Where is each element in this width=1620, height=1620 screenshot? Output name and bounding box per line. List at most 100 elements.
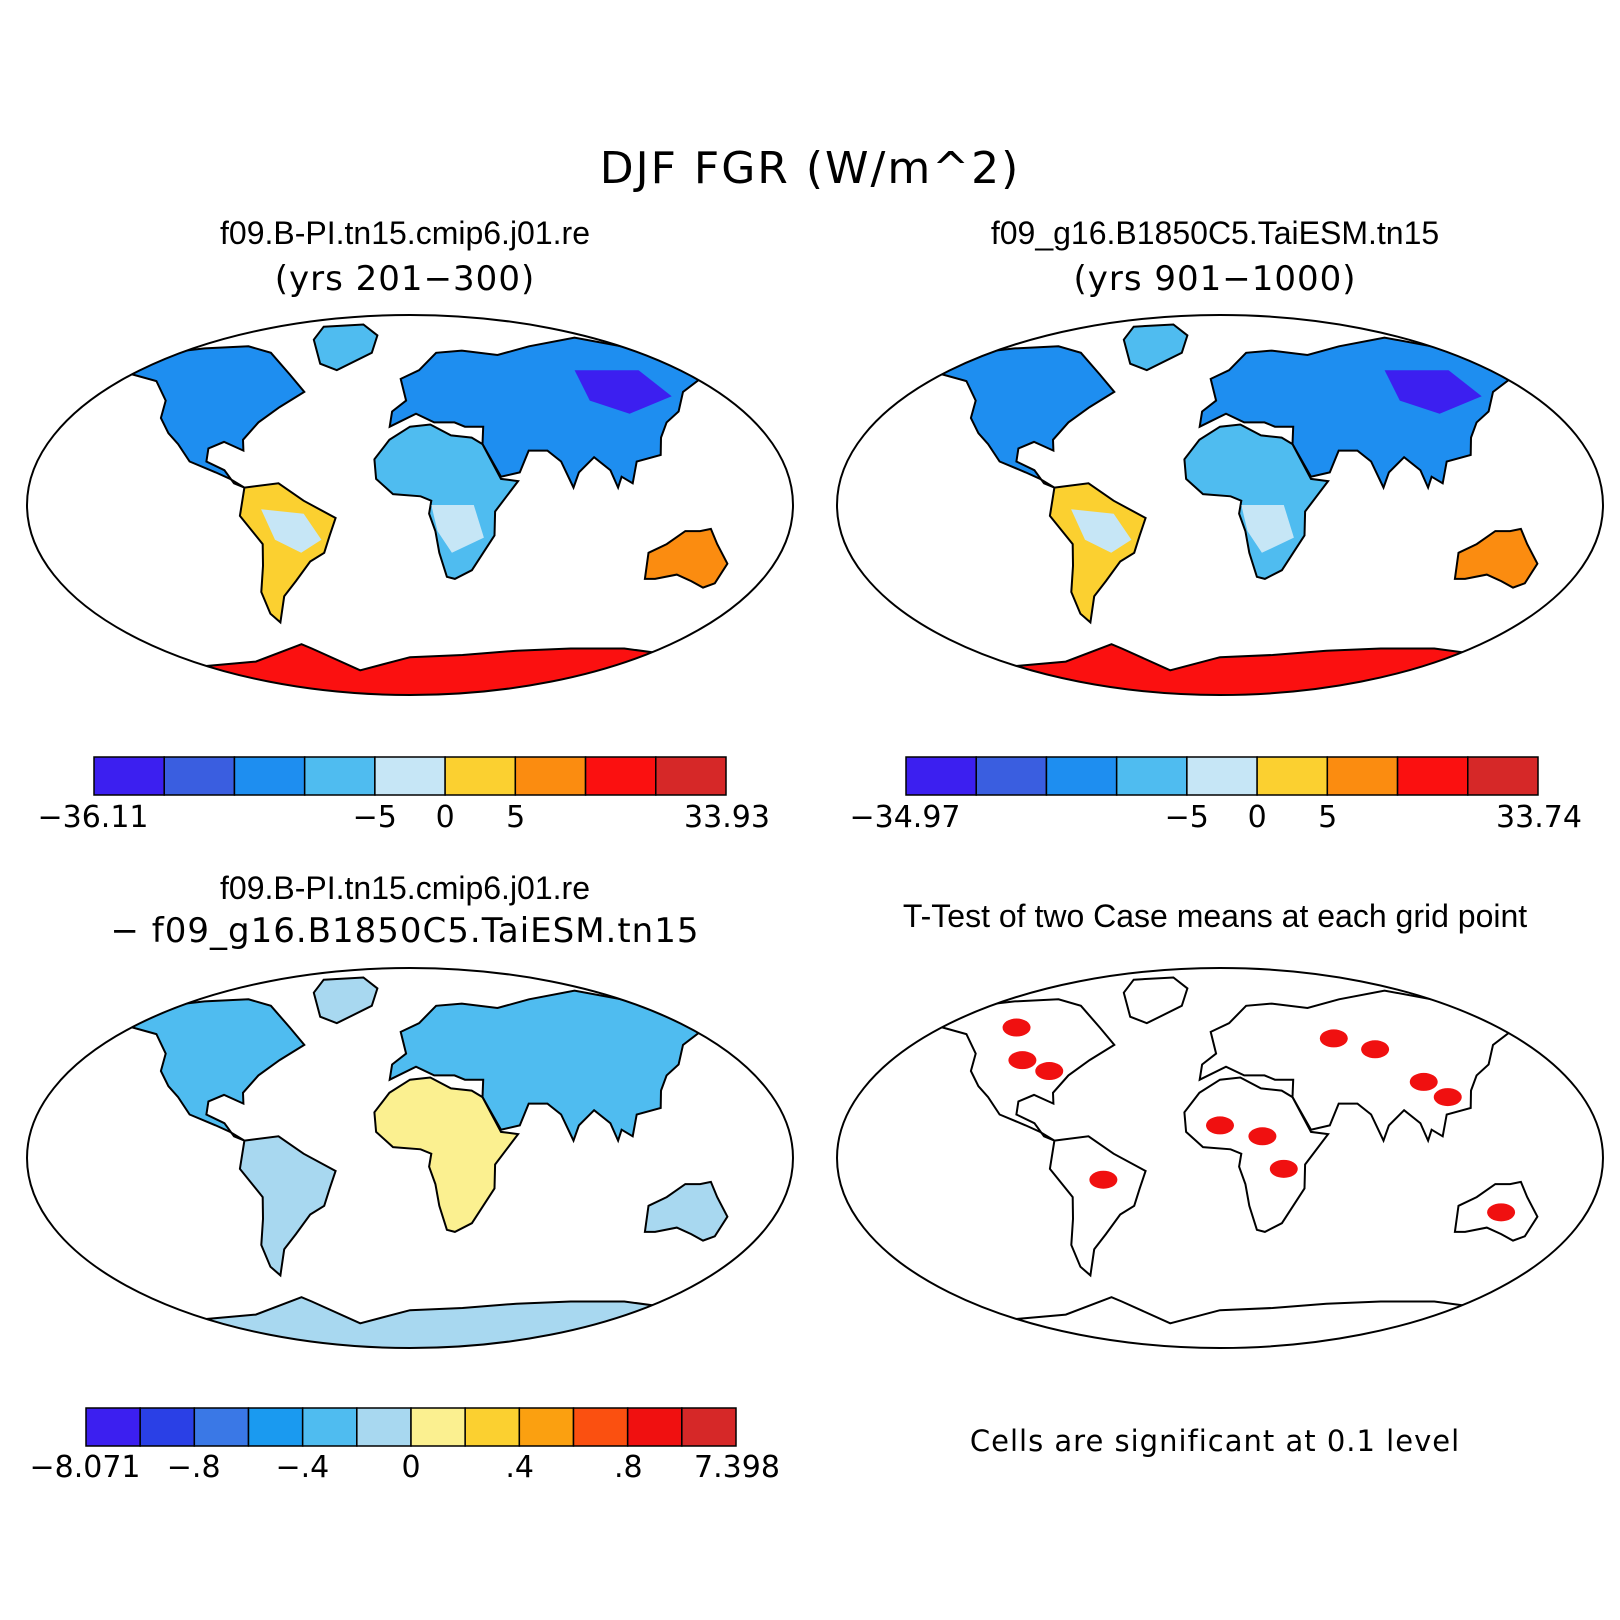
colorbar-swatch	[163, 756, 236, 796]
land-antarctica	[911, 1296, 1531, 1348]
panel-2-subtitle: (yrs 901−1000)	[1073, 259, 1357, 299]
significant-region	[1089, 1170, 1118, 1189]
region-siberia	[574, 370, 672, 414]
significant-region	[1008, 1051, 1037, 1070]
colorbar-swatch	[1467, 756, 1539, 796]
panel-2-title: f09_g16.B1850C5.TaiESM.tn15	[990, 215, 1440, 251]
colorbar-tick-label: −8.071	[29, 1450, 141, 1485]
colorbar-swatch	[301, 1407, 358, 1447]
colorbar-swatch	[247, 1407, 304, 1447]
colorbar-swatch	[655, 756, 727, 796]
land-australia	[643, 527, 729, 589]
region-amazon	[1071, 509, 1132, 553]
land-antarctica	[101, 1296, 721, 1348]
panel-3-subtitle: − f09_g16.B1850C5.TaiESM.tn15	[110, 911, 700, 951]
significant-region	[1035, 1062, 1064, 1081]
colorbar-swatch	[1115, 756, 1188, 796]
map-border	[836, 314, 1604, 696]
colorbar-swatch	[584, 756, 657, 796]
colorbar-swatch	[572, 1407, 629, 1447]
panel-4-title: T-Test of two Case means at each grid po…	[902, 898, 1528, 934]
land-south-america	[1048, 1135, 1147, 1278]
land-south-america	[238, 482, 337, 625]
panel-1-colorbar-labels: −36.11 −5 0 5 33.93	[37, 800, 769, 840]
colorbar-swatch	[1256, 756, 1329, 796]
colorbar-swatch	[626, 1407, 683, 1447]
land-africa	[1183, 1076, 1330, 1233]
colorbar-swatch	[1186, 756, 1258, 796]
panel-3-map	[26, 967, 794, 1349]
land-greenland	[1122, 976, 1189, 1025]
colorbar-swatch	[193, 1407, 250, 1447]
colorbar-swatch	[233, 756, 306, 796]
region-siberia	[1384, 370, 1482, 414]
region-amazon	[261, 509, 322, 553]
colorbar-swatch	[518, 1407, 575, 1447]
land-antarctica	[101, 643, 721, 695]
colorbar-swatch	[464, 1407, 521, 1447]
colorbar-swatch	[410, 1407, 466, 1447]
colorbar-swatch	[1326, 756, 1399, 796]
panel-3-colorbar-labels: −8.071 −.8 −.4 0 .4 .8 7.398	[29, 1450, 779, 1490]
significant-region	[1487, 1203, 1516, 1222]
panel-2-colorbar	[905, 756, 1539, 796]
significant-region	[1319, 1029, 1348, 1048]
colorbar-tick-label: −.8	[166, 1450, 221, 1485]
panel-1-colorbar	[93, 756, 727, 796]
land-north-america	[106, 998, 306, 1142]
panel-3-colorbar	[85, 1407, 737, 1447]
region-southern-africa	[1241, 505, 1294, 553]
panel-1-title: f09.B-PI.tn15.cmip6.j01.re	[220, 215, 590, 251]
colorbar-swatch	[975, 756, 1048, 796]
colorbar-swatch	[1396, 756, 1469, 796]
colorbar-tick-label: .8	[614, 1450, 643, 1485]
colorbar-swatch	[85, 1407, 141, 1447]
colorbar-swatch	[681, 1407, 737, 1447]
colorbar-tick-label: −5	[352, 800, 397, 835]
significant-region	[1206, 1116, 1234, 1135]
panel-2-colorbar-labels: −34.97 −5 0 5 33.74	[849, 800, 1581, 840]
colorbar-swatch	[356, 1407, 412, 1447]
significant-region	[1409, 1072, 1438, 1091]
significant-region	[1002, 1018, 1031, 1037]
colorbar-swatch	[444, 756, 517, 796]
colorbar-tick-label: 0	[401, 1450, 421, 1485]
panel-4-map	[836, 967, 1604, 1349]
significant-region	[1361, 1040, 1390, 1059]
panel-3-title: f09.B-PI.tn15.cmip6.j01.re	[220, 870, 590, 906]
colorbar-tick-label: 0	[435, 800, 455, 835]
colorbar-tick-label: −5	[1164, 800, 1209, 835]
map-border	[26, 314, 794, 696]
land-south-america	[1048, 482, 1147, 625]
land-antarctica	[911, 643, 1531, 695]
land-africa	[373, 423, 520, 580]
land-north-america	[916, 998, 1116, 1142]
colorbar-tick-label: −34.97	[849, 800, 961, 835]
colorbar-swatch	[905, 756, 977, 796]
land-australia	[1453, 527, 1539, 589]
colorbar-tick-label: 33.93	[684, 800, 770, 835]
land-north-america	[106, 345, 306, 489]
land-africa	[1183, 423, 1330, 580]
land-greenland	[312, 976, 379, 1025]
colorbar-tick-label: 5	[506, 800, 526, 835]
land-greenland	[312, 323, 379, 372]
colorbar-swatch	[303, 756, 376, 796]
colorbar-swatch	[139, 1407, 196, 1447]
land-greenland	[1122, 323, 1189, 372]
figure-title: DJF FGR (W/m^2)	[599, 143, 1021, 194]
land-australia	[643, 1180, 729, 1242]
panel-1-map	[26, 314, 794, 696]
colorbar-swatch	[374, 756, 446, 796]
panel-1-subtitle: (yrs 201−300)	[274, 259, 536, 299]
panel-2-map	[836, 314, 1604, 696]
colorbar-tick-label: −36.11	[37, 800, 149, 835]
colorbar-swatch	[1045, 756, 1118, 796]
colorbar-swatch	[514, 756, 587, 796]
colorbar-swatch	[93, 756, 165, 796]
land-north-america	[916, 345, 1116, 489]
map-border	[26, 967, 794, 1349]
map-border	[836, 967, 1604, 1349]
region-southern-africa	[431, 505, 484, 553]
colorbar-tick-label: 5	[1318, 800, 1338, 835]
